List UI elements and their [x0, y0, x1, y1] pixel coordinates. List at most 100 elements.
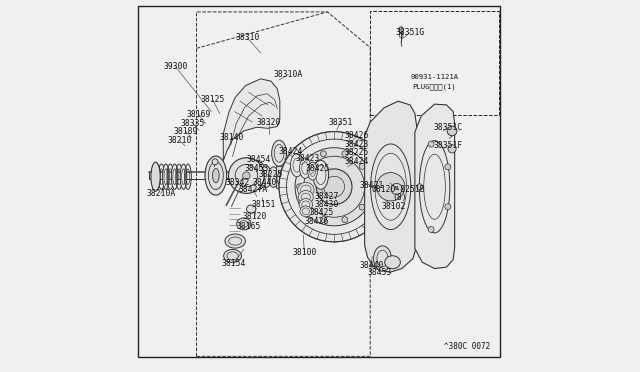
Ellipse shape	[180, 164, 187, 189]
Ellipse shape	[154, 164, 161, 189]
Ellipse shape	[212, 169, 219, 183]
Text: 38165: 38165	[236, 222, 260, 231]
Ellipse shape	[251, 161, 266, 190]
Circle shape	[303, 204, 309, 210]
Text: 38426: 38426	[345, 131, 369, 140]
Circle shape	[295, 148, 373, 226]
Circle shape	[296, 184, 303, 190]
Circle shape	[445, 164, 451, 170]
Text: 38440: 38440	[359, 262, 383, 270]
Text: ^380C 0072: ^380C 0072	[444, 342, 490, 351]
Text: 38351G: 38351G	[396, 28, 425, 37]
Circle shape	[243, 172, 250, 179]
Ellipse shape	[151, 162, 160, 191]
Ellipse shape	[237, 218, 251, 230]
Text: 38120: 38120	[243, 212, 267, 221]
Text: 38426: 38426	[305, 217, 329, 226]
Text: 38424: 38424	[345, 157, 369, 166]
Ellipse shape	[277, 170, 296, 187]
Circle shape	[342, 151, 348, 157]
Ellipse shape	[299, 199, 312, 211]
Ellipse shape	[308, 162, 317, 180]
Circle shape	[316, 169, 352, 205]
Circle shape	[279, 132, 389, 242]
Text: 38454: 38454	[246, 155, 271, 164]
Circle shape	[428, 141, 434, 147]
Text: 38342: 38342	[225, 178, 250, 187]
Ellipse shape	[300, 206, 312, 217]
Text: 38427: 38427	[314, 192, 339, 201]
Text: 38189: 38189	[174, 127, 198, 136]
Circle shape	[448, 145, 456, 153]
Text: 38151: 38151	[252, 200, 276, 209]
Text: 38169: 38169	[187, 110, 211, 119]
Text: 38351F: 38351F	[434, 141, 463, 150]
Text: 38351: 38351	[328, 118, 353, 126]
Text: 38210A: 38210A	[146, 189, 175, 198]
Text: 38423: 38423	[296, 154, 320, 163]
Ellipse shape	[399, 27, 403, 33]
Circle shape	[321, 217, 326, 222]
Text: 38140: 38140	[220, 133, 244, 142]
Circle shape	[365, 184, 372, 190]
Text: 38427A: 38427A	[239, 185, 268, 194]
Circle shape	[445, 204, 451, 210]
Ellipse shape	[268, 167, 278, 187]
Ellipse shape	[172, 164, 178, 189]
Circle shape	[359, 163, 365, 169]
Ellipse shape	[163, 164, 169, 189]
Text: B: B	[395, 186, 399, 192]
Circle shape	[303, 163, 309, 169]
Ellipse shape	[298, 182, 314, 197]
Text: 38440: 38440	[253, 178, 277, 187]
Ellipse shape	[223, 250, 241, 263]
Text: 38453: 38453	[244, 164, 269, 173]
Text: 38102: 38102	[381, 202, 406, 211]
Ellipse shape	[291, 154, 303, 177]
Ellipse shape	[225, 234, 245, 248]
Polygon shape	[365, 101, 417, 272]
Circle shape	[359, 204, 365, 210]
Text: 38423: 38423	[345, 140, 369, 149]
Text: 38210: 38210	[167, 136, 191, 145]
Text: 39300: 39300	[163, 62, 188, 71]
Text: 38320: 38320	[257, 118, 281, 126]
Ellipse shape	[205, 156, 227, 195]
Ellipse shape	[374, 246, 392, 271]
Text: 00931-1121A: 00931-1121A	[410, 74, 459, 80]
Ellipse shape	[385, 256, 401, 269]
Ellipse shape	[298, 190, 314, 204]
Ellipse shape	[246, 205, 256, 213]
Text: PLUGプラグ(1): PLUGプラグ(1)	[413, 83, 456, 90]
Text: 38425: 38425	[310, 208, 334, 217]
Text: 38335: 38335	[180, 119, 205, 128]
Ellipse shape	[300, 158, 310, 179]
Circle shape	[417, 184, 422, 190]
Text: 38100: 38100	[292, 248, 317, 257]
Circle shape	[447, 126, 457, 136]
Polygon shape	[415, 104, 454, 269]
Circle shape	[212, 159, 218, 165]
Bar	[276, 166, 282, 188]
Text: 38453: 38453	[367, 268, 392, 277]
Text: 38425: 38425	[305, 164, 330, 173]
Text: 38225: 38225	[259, 170, 283, 179]
Text: 38310A: 38310A	[274, 70, 303, 79]
Bar	[370, 11, 499, 115]
Circle shape	[342, 217, 348, 222]
Text: 38125: 38125	[201, 95, 225, 104]
Ellipse shape	[271, 140, 287, 166]
Polygon shape	[223, 79, 280, 161]
Text: 38421: 38421	[360, 181, 384, 190]
Circle shape	[376, 173, 405, 201]
Circle shape	[228, 158, 264, 193]
Ellipse shape	[313, 160, 328, 189]
Ellipse shape	[260, 166, 271, 187]
Text: 38310: 38310	[236, 33, 260, 42]
Text: 38154: 38154	[221, 259, 246, 268]
Text: (8): (8)	[392, 193, 406, 202]
Text: 38424: 38424	[278, 147, 303, 156]
Circle shape	[428, 227, 434, 232]
Text: 38225: 38225	[345, 148, 369, 157]
Text: 38430: 38430	[314, 200, 339, 209]
